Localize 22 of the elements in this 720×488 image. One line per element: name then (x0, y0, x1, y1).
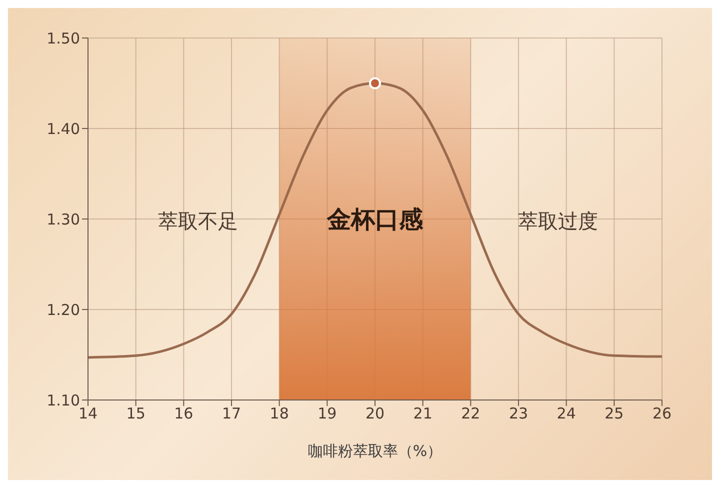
x-tick-label: 16 (174, 404, 194, 423)
x-tick-label: 21 (413, 404, 432, 423)
y-tick-label: 1.40 (46, 120, 80, 138)
y-tick-label: 1.50 (46, 29, 80, 48)
y-tick-label: 1.10 (46, 391, 80, 410)
x-tick-label: 14 (78, 404, 98, 423)
x-tick-label: 23 (508, 404, 528, 423)
x-tick-label: 20 (365, 404, 385, 423)
x-tick-label: 18 (270, 404, 289, 423)
x-tick-label: 17 (222, 404, 242, 423)
band-label: 金杯口感 (326, 206, 424, 234)
annotation: 萃取过度 (517, 208, 599, 235)
x-tick-label: 15 (126, 404, 146, 423)
x-tick-label: 22 (461, 404, 480, 423)
y-tick-label: 1.30 (46, 210, 80, 228)
x-tick-label: 19 (318, 404, 337, 423)
y-tick-label: 1.20 (46, 300, 80, 319)
annotation: 萃取不足 (157, 208, 239, 235)
x-tick-label: 25 (604, 404, 624, 423)
x-axis-title: 咖啡粉萃取率（%） (308, 442, 442, 460)
x-tick-label: 24 (556, 404, 576, 423)
x-tick-label: 26 (652, 404, 672, 423)
